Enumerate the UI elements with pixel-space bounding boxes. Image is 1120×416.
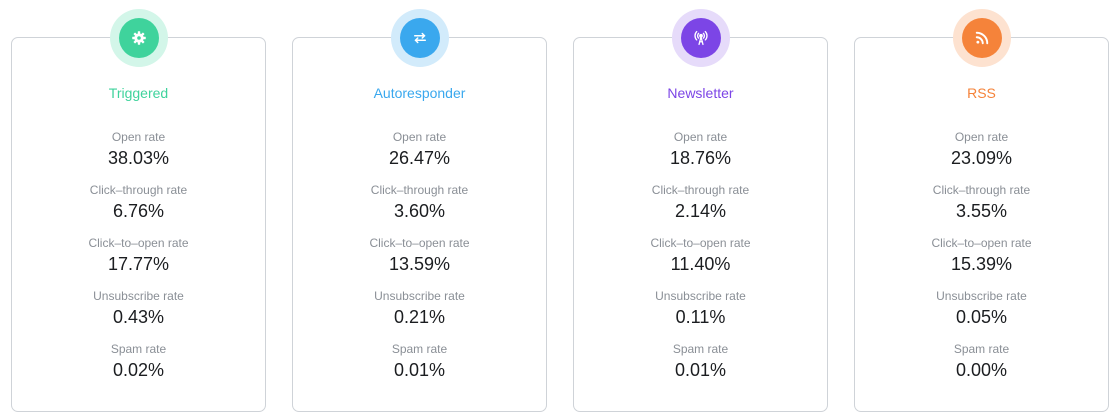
metric-value: 0.43% xyxy=(112,307,165,327)
badge-halo xyxy=(390,9,449,67)
metric-label: Click–to–open rate xyxy=(369,236,470,250)
metric-value: 6.76% xyxy=(112,201,165,221)
metric-open-rate: Open rate 18.76% xyxy=(574,129,827,182)
metric-label: Open rate xyxy=(111,130,166,144)
metric-value: 0.05% xyxy=(955,307,1008,327)
metric-click-to-open-rate: Click–to–open rate 11.40% xyxy=(574,235,827,288)
metric-value: 0.21% xyxy=(393,307,446,327)
metric-value: 23.09% xyxy=(950,148,1013,168)
metric-value: 2.14% xyxy=(674,201,727,221)
metric-label: Click–to–open rate xyxy=(931,236,1032,250)
badge-halo xyxy=(671,9,730,67)
metric-label: Unsubscribe rate xyxy=(374,289,465,303)
metric-click-through-rate: Click–through rate 6.76% xyxy=(12,182,265,235)
card-newsletter: Newsletter Open rate 18.76% Click–throug… xyxy=(573,9,828,412)
metric-unsubscribe-rate: Unsubscribe rate 0.43% xyxy=(12,288,265,341)
metric-click-through-rate: Click–through rate 3.60% xyxy=(293,182,546,235)
metric-label: Unsubscribe rate xyxy=(936,289,1027,303)
metric-value: 15.39% xyxy=(950,254,1013,274)
metric-click-to-open-rate: Click–to–open rate 13.59% xyxy=(293,235,546,288)
metric-click-through-rate: Click–through rate 2.14% xyxy=(574,182,827,235)
metric-label: Click–through rate xyxy=(932,183,1031,197)
metric-unsubscribe-rate: Unsubscribe rate 0.21% xyxy=(293,288,546,341)
card-triggered: Triggered Open rate 38.03% Click–through… xyxy=(11,9,266,412)
card-title: RSS xyxy=(967,85,996,101)
metric-value: 0.11% xyxy=(675,307,726,327)
rss-feed-svg xyxy=(975,31,988,45)
broadcast-tower-svg xyxy=(693,30,708,46)
metric-value: 38.03% xyxy=(107,148,170,168)
metric-label: Click–to–open rate xyxy=(650,236,751,250)
broadcast-tower-icon xyxy=(680,18,721,58)
metric-unsubscribe-rate: Unsubscribe rate 0.05% xyxy=(855,288,1108,341)
metric-label: Unsubscribe rate xyxy=(655,289,746,303)
gear-svg xyxy=(131,31,146,45)
card-autoresponder: Autoresponder Open rate 26.47% Click–thr… xyxy=(292,9,547,412)
metric-value: 26.47% xyxy=(388,148,451,168)
metric-value: 0.00% xyxy=(955,360,1008,380)
metric-label: Spam rate xyxy=(110,342,167,356)
metrics-list: Open rate 38.03% Click–through rate 6.76… xyxy=(12,129,265,394)
swap-arrows-icon xyxy=(399,18,440,58)
metric-label: Spam rate xyxy=(672,342,729,356)
metrics-list: Open rate 23.09% Click–through rate 3.55… xyxy=(855,129,1108,394)
metric-click-through-rate: Click–through rate 3.55% xyxy=(855,182,1108,235)
metrics-list: Open rate 18.76% Click–through rate 2.14… xyxy=(574,129,827,394)
metric-label: Unsubscribe rate xyxy=(93,289,184,303)
metric-label: Spam rate xyxy=(953,342,1010,356)
metric-spam-rate: Spam rate 0.02% xyxy=(12,341,265,394)
rss-feed-icon xyxy=(961,18,1002,58)
metric-label: Click–through rate xyxy=(370,183,469,197)
badge-halo xyxy=(109,9,168,67)
metrics-list: Open rate 26.47% Click–through rate 3.60… xyxy=(293,129,546,394)
card-title: Newsletter xyxy=(667,85,734,101)
metric-label: Spam rate xyxy=(391,342,448,356)
card-title: Triggered xyxy=(108,85,169,101)
badge-halo xyxy=(952,9,1011,67)
metric-value: 3.55% xyxy=(955,201,1008,221)
metric-value: 18.76% xyxy=(669,148,732,168)
metric-value: 17.77% xyxy=(107,254,170,274)
metric-label: Open rate xyxy=(673,130,728,144)
metric-click-to-open-rate: Click–to–open rate 17.77% xyxy=(12,235,265,288)
gear-icon xyxy=(118,18,159,58)
metric-spam-rate: Spam rate 0.00% xyxy=(855,341,1108,394)
card-title: Autoresponder xyxy=(373,85,466,101)
metric-unsubscribe-rate: Unsubscribe rate 0.11% xyxy=(574,288,827,341)
metric-value: 3.60% xyxy=(393,201,446,221)
metric-value: 0.01% xyxy=(393,360,446,380)
metric-spam-rate: Spam rate 0.01% xyxy=(574,341,827,394)
metric-label: Open rate xyxy=(954,130,1009,144)
metric-open-rate: Open rate 23.09% xyxy=(855,129,1108,182)
metric-label: Click–through rate xyxy=(651,183,750,197)
card-rss: RSS Open rate 23.09% Click–through rate … xyxy=(854,9,1109,412)
metric-label: Open rate xyxy=(392,130,447,144)
metric-open-rate: Open rate 26.47% xyxy=(293,129,546,182)
metric-spam-rate: Spam rate 0.01% xyxy=(293,341,546,394)
swap-arrows-svg xyxy=(413,32,426,44)
metric-value: 0.01% xyxy=(674,360,727,380)
metric-value: 0.02% xyxy=(112,360,165,380)
metric-value: 11.40% xyxy=(670,254,731,274)
metric-click-to-open-rate: Click–to–open rate 15.39% xyxy=(855,235,1108,288)
metric-label: Click–through rate xyxy=(89,183,188,197)
metric-label: Click–to–open rate xyxy=(88,236,189,250)
metric-open-rate: Open rate 38.03% xyxy=(12,129,265,182)
metric-value: 13.59% xyxy=(388,254,451,274)
